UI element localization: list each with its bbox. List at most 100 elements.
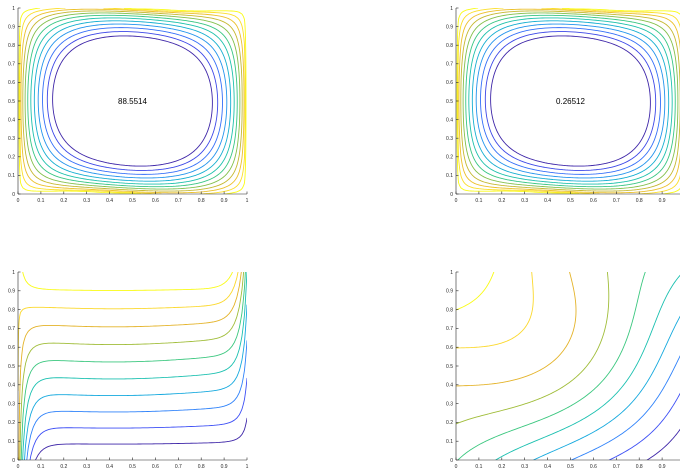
y-tick-label: 0.5 (446, 99, 453, 105)
contour-level-4 (37, 23, 228, 179)
contour-lines (456, 272, 680, 460)
contour-panel-1: 0 0.1 0.2 0.3 0.4 0.5 0.6 0.7 0.8 0.9 1 0 0.1 0.2 0.3 0… (8, 6, 249, 204)
y-tick-label: 0.6 (8, 345, 15, 351)
contour-level-3 (571, 355, 680, 460)
contour-level-4 (24, 304, 247, 460)
x-tick-label: 0.3 (83, 464, 90, 470)
y-tick-label: 1 (450, 6, 453, 12)
x-tick-label: 0.1 (37, 464, 44, 470)
contour-level-7 (465, 14, 676, 188)
x-tick-label: 0.3 (521, 464, 528, 470)
contour-level-2 (29, 377, 247, 460)
contour-level-4 (533, 315, 680, 460)
y-tick-label: 0.7 (446, 62, 453, 68)
x-tick-label: 0.4 (544, 464, 551, 470)
y-tick-label: 0.2 (8, 420, 15, 426)
x-tick-label: 0.3 (521, 198, 528, 204)
x-tick-label: 0.2 (498, 198, 505, 204)
x-tick-label: 0.8 (198, 464, 205, 470)
y-tick-label: 0 (12, 192, 15, 198)
y-tick-label: 1 (12, 270, 15, 276)
contour-panel-3: 0 0.1 0.2 0.3 0.4 0.5 0.6 0.7 0.8 0.9 1 0 0.1 0.2 0.3 0… (8, 270, 249, 470)
y-tick-label: 0.7 (8, 62, 15, 68)
y-tick-label: 0.7 (446, 326, 453, 332)
y-tick-label: 0.1 (446, 173, 453, 179)
y-tick-label: 1 (12, 6, 15, 12)
contour-level-5 (22, 272, 247, 460)
y-tick-label: 0.8 (446, 307, 453, 313)
contour-level-11 (19, 8, 246, 194)
x-tick-label: 0.9 (221, 464, 228, 470)
y-tick-label: 0.5 (8, 364, 15, 370)
contour-level-4 (475, 23, 666, 179)
contour-level-5 (33, 20, 232, 182)
y-tick-label: 0.2 (8, 155, 15, 161)
x-tick-label: 0 (17, 198, 20, 204)
x-tick-label: 0.6 (152, 464, 159, 470)
contour-level-7 (456, 272, 610, 425)
y-tick-label: 1 (450, 270, 453, 276)
contour-level-1 (646, 428, 680, 460)
contour-level-1 (35, 417, 247, 460)
y-tick-label: 0.1 (8, 439, 15, 445)
y-tick-label: 0.2 (446, 420, 453, 426)
x-tick-label: 0.8 (198, 198, 205, 204)
contour-level-10 (22, 272, 233, 291)
contour-level-1 (490, 35, 651, 167)
y-tick-label: 0.3 (8, 136, 15, 142)
contour-level-8 (456, 272, 577, 387)
contour-level-3 (480, 27, 661, 175)
y-tick-label: 0.6 (446, 345, 453, 351)
contour-center-annotation: 0.26512 (556, 97, 585, 106)
y-tick-label: 0.8 (446, 43, 453, 49)
contour-level-10 (456, 272, 495, 311)
x-tick-label: 0.7 (175, 464, 182, 470)
contour-panel-2: 0 0.1 0.2 0.3 0.4 0.5 0.6 0.7 0.8 0.9 0 0.1 0.2 0.3 0.… (446, 6, 680, 204)
y-tick-label: 0.4 (446, 117, 453, 123)
x-tick-label: 0.7 (175, 198, 182, 204)
x-tick-label: 0.6 (590, 464, 597, 470)
y-tick-label: 0.9 (446, 289, 453, 295)
x-tick-label: 0.1 (475, 198, 482, 204)
contour-level-8 (462, 12, 679, 190)
contour-level-11 (457, 8, 680, 194)
x-tick-label: 0 (17, 464, 20, 470)
contour-level-2 (46, 31, 219, 171)
x-tick-label: 0.1 (475, 464, 482, 470)
y-tick-label: 0.6 (8, 80, 15, 86)
contour-level-6 (20, 272, 246, 460)
contour-level-8 (24, 12, 241, 190)
contour-lines (18, 8, 247, 194)
x-tick-label: 0.6 (152, 198, 159, 204)
x-tick-label: 0.4 (106, 464, 113, 470)
contour-lines (18, 272, 247, 460)
contour-level-2 (484, 31, 657, 171)
x-tick-label: 0.5 (129, 464, 136, 470)
y-tick-label: 0.9 (446, 24, 453, 30)
contour-level-12 (456, 8, 680, 194)
contour-level-6 (457, 272, 646, 460)
contour-level-3 (26, 340, 247, 460)
x-tick-label: 0.7 (613, 464, 620, 470)
y-tick-label: 0.3 (446, 136, 453, 142)
x-tick-label: 0 (455, 198, 458, 204)
y-tick-label: 0.4 (8, 383, 15, 389)
contour-level-10 (20, 8, 245, 194)
x-tick-label: 0.9 (659, 198, 666, 204)
x-tick-label: 0.3 (83, 198, 90, 204)
y-tick-label: 0.5 (446, 364, 453, 370)
y-tick-label: 0.9 (8, 289, 15, 295)
contour-level-6 (468, 17, 673, 185)
x-tick-label: 0.7 (613, 198, 620, 204)
x-tick-label: 0.9 (221, 198, 228, 204)
y-tick-label: 0.3 (446, 401, 453, 407)
x-tick-label: 0.2 (60, 198, 67, 204)
x-tick-label: 0 (455, 464, 458, 470)
x-tick-label: 0.1 (37, 198, 44, 204)
y-tick-label: 0.9 (8, 24, 15, 30)
x-tick-label: 0.5 (567, 464, 574, 470)
contour-level-9 (456, 272, 534, 349)
contour-level-1 (52, 35, 213, 167)
x-tick-label: 0.5 (129, 198, 136, 204)
